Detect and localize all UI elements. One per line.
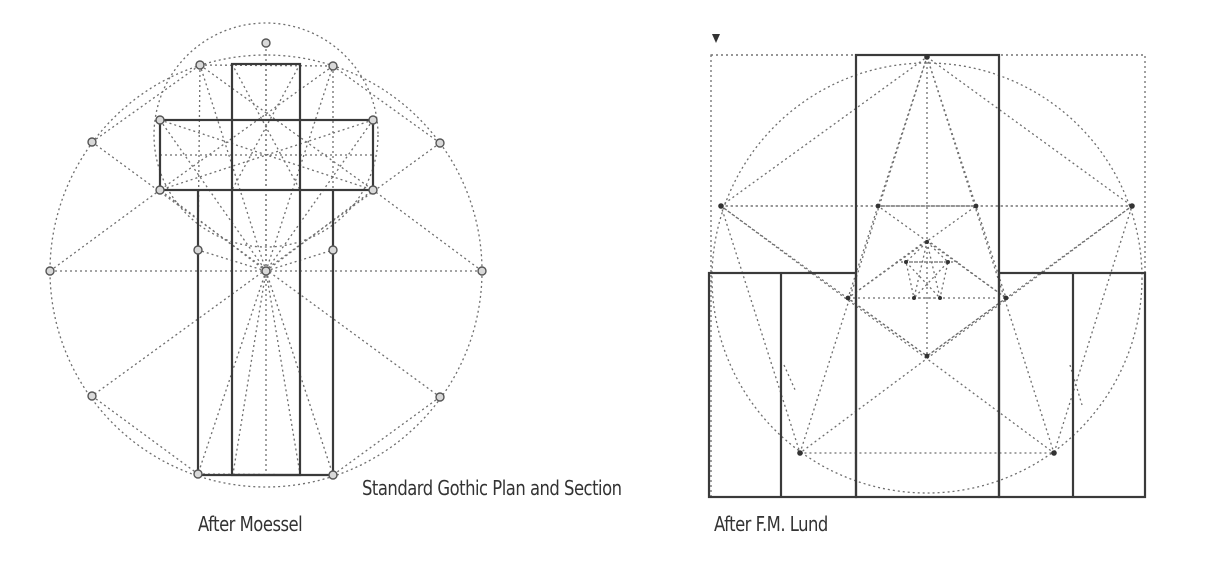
moessel-figure	[45, 22, 487, 488]
lund-circle	[711, 62, 1143, 494]
lund-figure	[707, 34, 1147, 499]
caption-after-moessel: After Moessel	[198, 512, 303, 536]
moessel-inner-circle	[153, 22, 379, 248]
lund-vertex-dots	[718, 54, 1135, 456]
moessel-nodes	[45, 38, 487, 480]
caption-after-lund: After F.M. Lund	[714, 512, 828, 536]
triangle-marker-icon	[712, 34, 720, 43]
lund-section-outline	[707, 53, 1147, 499]
lund-small-star	[896, 241, 958, 301]
caption-standard-gothic: Standard Gothic Plan and Section	[362, 476, 622, 500]
lund-pentagram	[711, 54, 1145, 455]
moessel-cross-outline	[158, 62, 375, 477]
lund-inner-pentagon	[720, 56, 1133, 357]
